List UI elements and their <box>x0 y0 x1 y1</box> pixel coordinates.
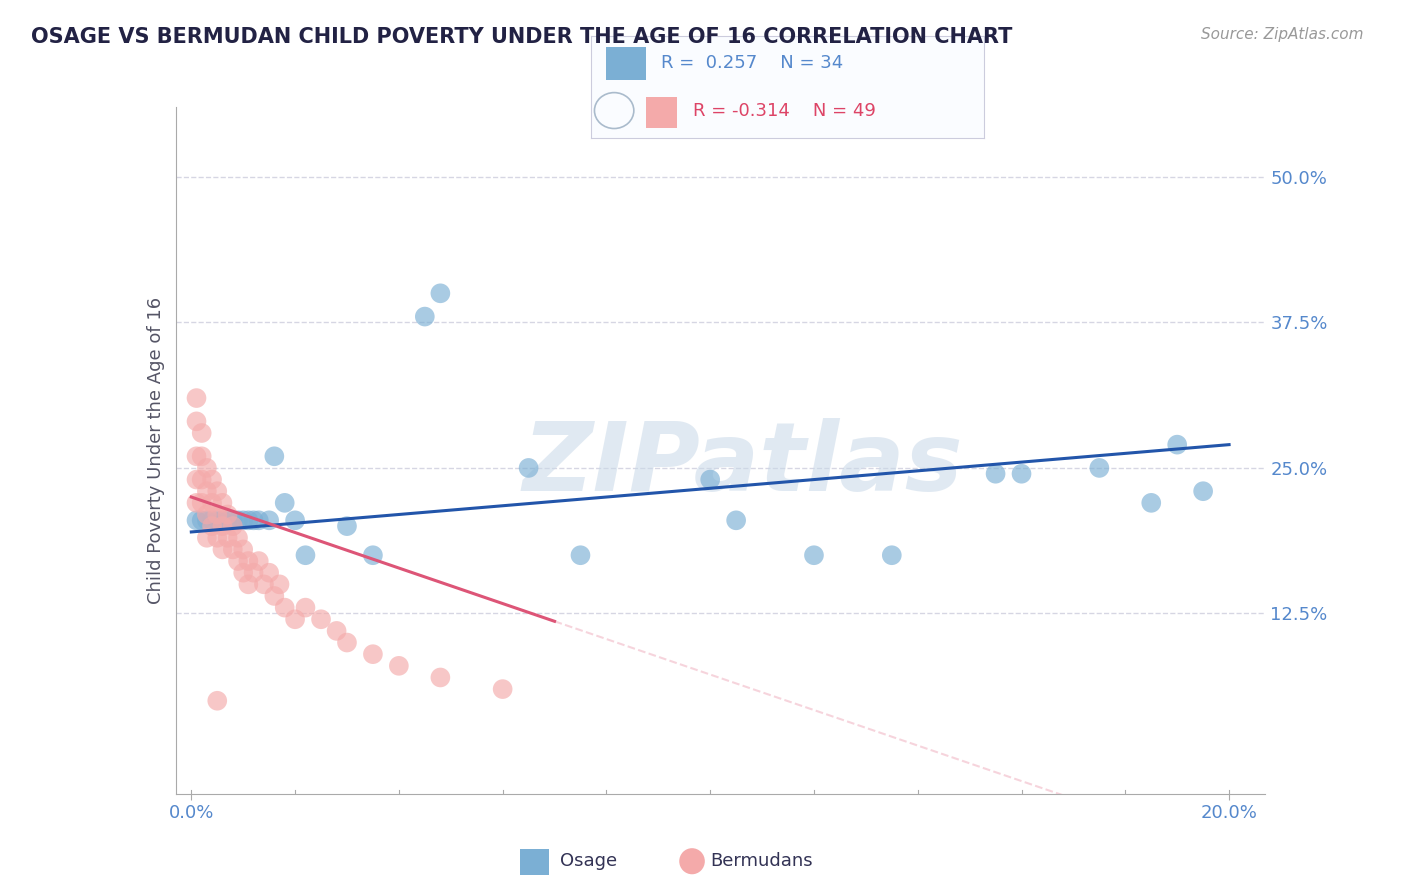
Point <box>222 542 245 557</box>
Bar <box>645 97 678 128</box>
Point <box>190 496 212 510</box>
Point <box>238 554 260 568</box>
Point <box>242 513 264 527</box>
Bar <box>606 47 645 79</box>
Point <box>207 513 229 527</box>
Point <box>195 531 218 545</box>
Point <box>284 513 307 527</box>
Point <box>242 566 264 580</box>
Point <box>226 513 249 527</box>
Point <box>257 566 280 580</box>
Point <box>186 414 208 428</box>
Point <box>1088 461 1111 475</box>
Point <box>211 542 233 557</box>
Point <box>201 513 224 527</box>
Point <box>699 473 721 487</box>
Point <box>190 473 212 487</box>
Text: ZIPatlas: ZIPatlas <box>522 417 963 511</box>
Point <box>492 682 515 697</box>
Point <box>190 513 212 527</box>
Point <box>186 496 208 510</box>
Point <box>186 450 208 464</box>
Text: Osage: Osage <box>561 852 617 871</box>
Point <box>217 531 239 545</box>
Point <box>238 513 260 527</box>
Point <box>880 548 903 562</box>
Point <box>211 496 233 510</box>
Point <box>269 577 291 591</box>
Text: R =  0.257    N = 34: R = 0.257 N = 34 <box>661 54 844 72</box>
Bar <box>520 849 550 875</box>
Point <box>263 589 285 603</box>
Point <box>1011 467 1033 481</box>
Point <box>361 647 384 661</box>
Y-axis label: Child Poverty Under the Age of 16: Child Poverty Under the Age of 16 <box>146 297 165 604</box>
Point <box>190 425 212 440</box>
Point <box>232 513 254 527</box>
Point <box>336 519 359 533</box>
Point <box>217 513 239 527</box>
Point <box>273 496 295 510</box>
Point <box>186 513 208 527</box>
Point <box>186 391 208 405</box>
Point <box>201 519 224 533</box>
Ellipse shape <box>679 848 704 874</box>
Point <box>247 554 270 568</box>
Point <box>517 461 540 475</box>
Point <box>238 577 260 591</box>
Point <box>186 473 208 487</box>
Point <box>263 450 285 464</box>
Point <box>309 612 332 626</box>
Point <box>984 467 1007 481</box>
Text: OSAGE VS BERMUDAN CHILD POVERTY UNDER THE AGE OF 16 CORRELATION CHART: OSAGE VS BERMUDAN CHILD POVERTY UNDER TH… <box>31 27 1012 46</box>
Point <box>336 635 359 649</box>
Point <box>207 508 229 522</box>
Text: Bermudans: Bermudans <box>710 852 813 871</box>
Point <box>273 600 295 615</box>
Point <box>253 577 276 591</box>
Point <box>294 548 316 562</box>
Point <box>294 600 316 615</box>
Point <box>232 542 254 557</box>
Point <box>725 513 748 527</box>
Point <box>569 548 592 562</box>
Point <box>190 450 212 464</box>
Text: R = -0.314    N = 49: R = -0.314 N = 49 <box>693 102 876 120</box>
Point <box>195 461 218 475</box>
Point <box>222 519 245 533</box>
Point <box>257 513 280 527</box>
Point <box>232 566 254 580</box>
Point <box>413 310 436 324</box>
Point <box>201 496 224 510</box>
Point <box>207 694 229 708</box>
Point <box>195 484 218 499</box>
Point <box>284 612 307 626</box>
Point <box>429 286 451 301</box>
Point <box>226 554 249 568</box>
Point <box>217 508 239 522</box>
Point <box>211 513 233 527</box>
Point <box>247 513 270 527</box>
Point <box>1140 496 1163 510</box>
Point <box>207 531 229 545</box>
Point <box>388 658 411 673</box>
Point <box>201 473 224 487</box>
Point <box>429 670 451 684</box>
Point <box>211 519 233 533</box>
Point <box>222 513 245 527</box>
Point <box>195 513 218 527</box>
Text: Source: ZipAtlas.com: Source: ZipAtlas.com <box>1201 27 1364 42</box>
Point <box>361 548 384 562</box>
Point <box>803 548 825 562</box>
Point <box>1166 437 1188 451</box>
Point <box>207 484 229 499</box>
Point <box>195 508 218 522</box>
Point <box>1192 484 1215 499</box>
Point <box>226 531 249 545</box>
Point <box>325 624 347 638</box>
